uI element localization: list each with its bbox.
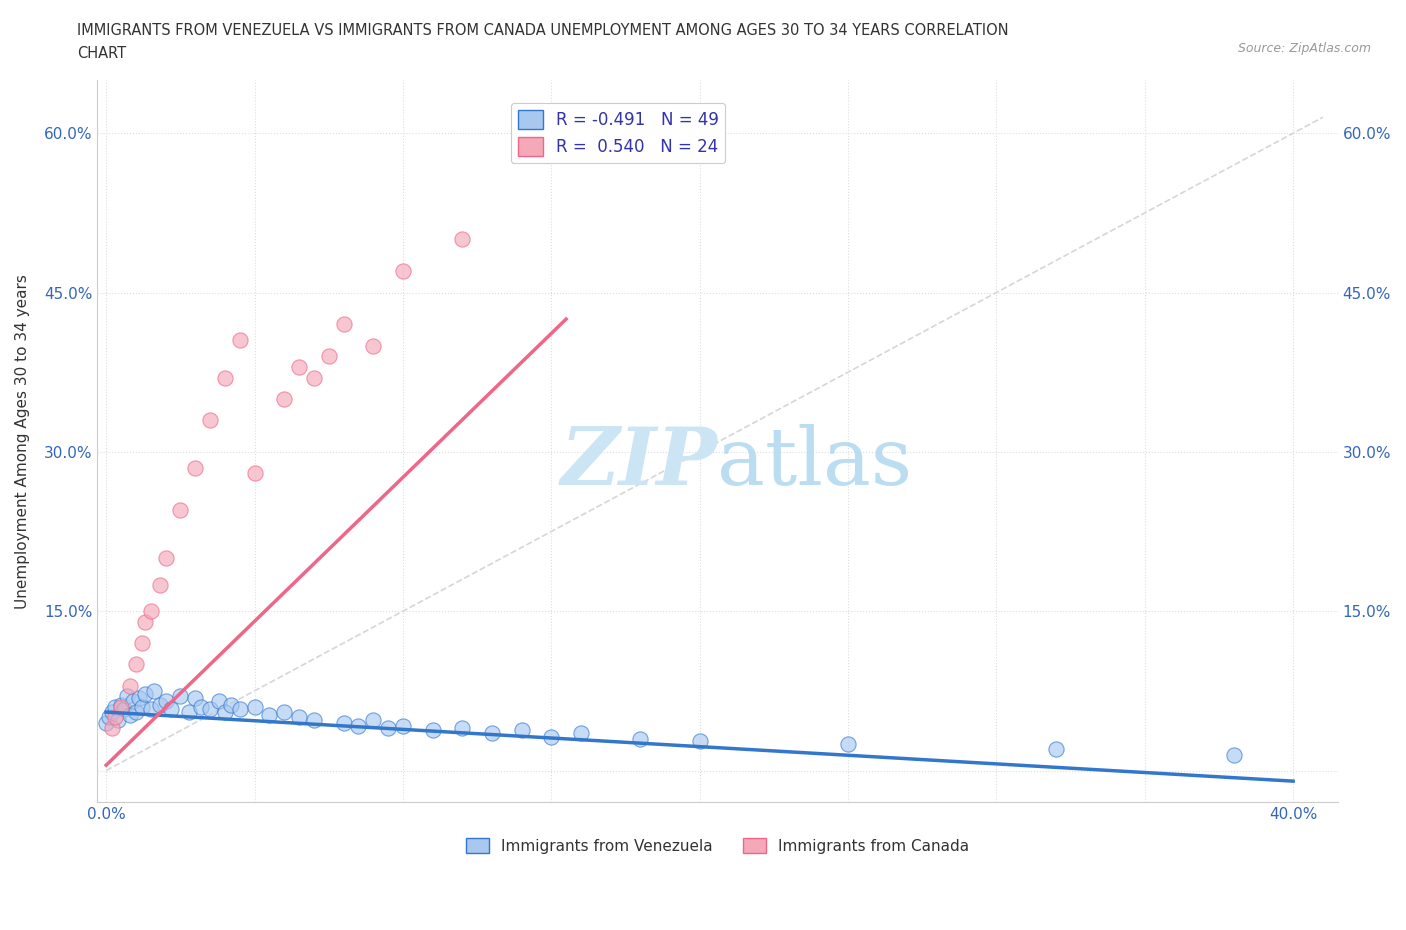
Legend: Immigrants from Venezuela, Immigrants from Canada: Immigrants from Venezuela, Immigrants fr… — [460, 831, 976, 859]
Point — [107, 712, 129, 727]
Text: Source: ZipAtlas.com: Source: ZipAtlas.com — [1237, 42, 1371, 55]
Point — [214, 705, 236, 720]
Point — [318, 349, 340, 364]
Text: ZIP: ZIP — [561, 424, 717, 501]
Point — [361, 712, 384, 727]
Point — [243, 699, 266, 714]
Point — [155, 551, 177, 565]
Point — [332, 317, 354, 332]
Point — [110, 699, 132, 714]
Point — [134, 686, 156, 701]
Point — [214, 370, 236, 385]
Point — [837, 737, 859, 751]
Text: atlas: atlas — [717, 424, 912, 502]
Point — [184, 460, 207, 475]
Point — [139, 604, 162, 618]
Point — [377, 721, 399, 736]
Text: CHART: CHART — [77, 46, 127, 61]
Point — [112, 701, 135, 716]
Point — [198, 701, 221, 716]
Point — [190, 699, 212, 714]
Point — [125, 657, 148, 671]
Point — [540, 729, 562, 744]
Point — [689, 734, 711, 749]
Point — [259, 708, 281, 723]
Point — [198, 413, 221, 428]
Point — [208, 694, 231, 709]
Point — [115, 689, 138, 704]
Point — [101, 705, 124, 720]
Point — [392, 719, 415, 734]
Point — [125, 705, 148, 720]
Point — [451, 721, 474, 736]
Point — [302, 370, 325, 385]
Point — [228, 333, 250, 348]
Point — [148, 578, 170, 592]
Point — [347, 719, 370, 734]
Text: IMMIGRANTS FROM VENEZUELA VS IMMIGRANTS FROM CANADA UNEMPLOYMENT AMONG AGES 30 T: IMMIGRANTS FROM VENEZUELA VS IMMIGRANTS … — [77, 23, 1010, 38]
Point — [1223, 747, 1246, 762]
Point — [273, 392, 295, 406]
Point — [481, 726, 503, 741]
Point — [101, 721, 124, 736]
Point — [361, 339, 384, 353]
Point — [148, 698, 170, 712]
Point — [121, 694, 143, 709]
Point — [128, 691, 150, 706]
Point — [422, 723, 444, 737]
Point — [131, 635, 153, 650]
Point — [243, 466, 266, 481]
Point — [118, 678, 141, 693]
Point — [392, 264, 415, 279]
Point — [131, 699, 153, 714]
Point — [104, 699, 127, 714]
Point — [134, 615, 156, 630]
Point — [104, 710, 127, 724]
Point — [169, 689, 191, 704]
Point — [94, 715, 117, 730]
Y-axis label: Unemployment Among Ages 30 to 34 years: Unemployment Among Ages 30 to 34 years — [15, 273, 30, 608]
Point — [98, 710, 121, 724]
Point — [332, 715, 354, 730]
Point — [1045, 742, 1067, 757]
Point — [273, 705, 295, 720]
Point — [142, 684, 165, 698]
Point — [569, 726, 592, 741]
Point — [288, 710, 311, 724]
Point — [169, 503, 191, 518]
Point — [628, 731, 651, 746]
Point — [155, 694, 177, 709]
Point — [510, 723, 533, 737]
Point — [179, 705, 201, 720]
Point — [288, 360, 311, 375]
Point — [302, 712, 325, 727]
Point — [118, 708, 141, 723]
Point — [228, 701, 250, 716]
Point — [219, 698, 242, 712]
Point — [160, 701, 183, 716]
Point — [110, 698, 132, 712]
Point — [451, 232, 474, 246]
Point — [139, 701, 162, 716]
Point — [184, 691, 207, 706]
